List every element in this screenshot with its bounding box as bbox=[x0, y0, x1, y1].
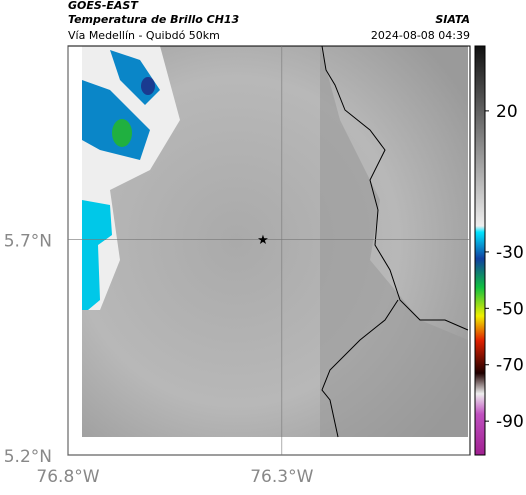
timestamp: 2024-08-08 04:39 bbox=[371, 29, 470, 42]
colorbar-tick-label: -90 bbox=[496, 412, 524, 432]
borders bbox=[321, 45, 469, 438]
source: SIATA bbox=[435, 13, 470, 26]
colorbar-tick-label: -30 bbox=[496, 243, 524, 263]
colorbar-tick-label: -70 bbox=[496, 356, 524, 376]
location-marker: ★ bbox=[257, 233, 269, 248]
x-tick-label: 76.8°W bbox=[36, 467, 99, 487]
colorbar-tick-label: -50 bbox=[496, 299, 524, 319]
colorbar bbox=[474, 45, 486, 456]
satellite-image bbox=[82, 46, 468, 437]
route: Vía Medellín - Quibdó 50km bbox=[68, 29, 220, 42]
subtitle: Temperatura de Brillo CH13 bbox=[68, 13, 240, 26]
y-tick-label: 5.2°N bbox=[4, 447, 52, 467]
y-tick-label: 5.7°N bbox=[4, 232, 52, 252]
x-tick-label: 76.3°W bbox=[250, 467, 313, 487]
colorbar-tick-label: 20 bbox=[496, 102, 518, 122]
title: GOES-EAST bbox=[68, 0, 139, 12]
